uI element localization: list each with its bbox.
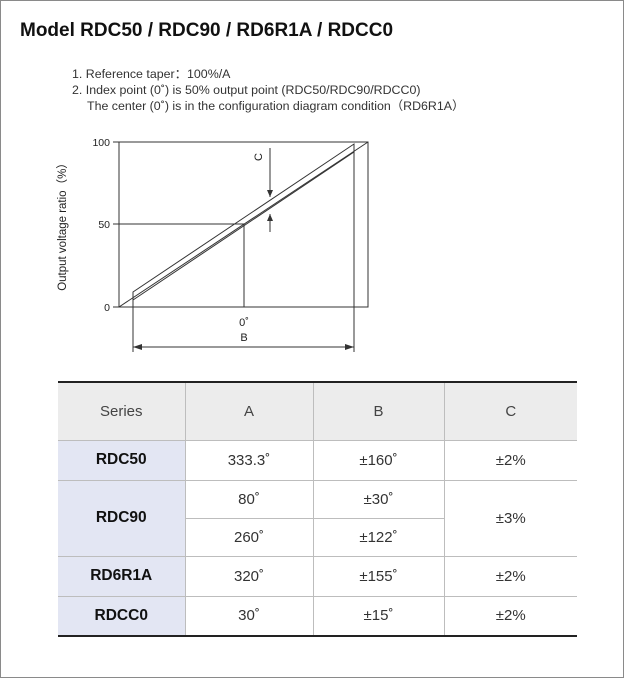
c-cell: ±2% (443, 595, 577, 637)
series-cell: RDCC0 (58, 595, 186, 637)
notes: 1. Reference taper：100%/A 2. Index point… (72, 66, 464, 114)
table-header-row: Series A B C (58, 381, 577, 441)
taper-diagram: 100 50 0 Output voltage ratio（%） C 0˚ B (56, 137, 369, 352)
b-arrowhead-left (133, 344, 142, 350)
c-cell: ±2% (443, 439, 577, 481)
c-cell: ±2% (443, 555, 577, 597)
header-c: C (443, 381, 577, 441)
series-cell: RDC90 (58, 479, 186, 557)
taper-line-lower (132, 151, 355, 301)
taper-line-upper (132, 143, 355, 300)
center-label: 0˚ (239, 317, 249, 329)
b-cell: ±15˚ (312, 595, 445, 637)
table-row: 260˚ ±122˚ (58, 517, 577, 557)
series-cell: RD6R1A (58, 555, 186, 597)
table-row: RDC50 333.3˚ ±160˚ ±2% (58, 439, 577, 481)
table-row: RD6R1A 320˚ ±155˚ ±2% (58, 555, 577, 597)
c-arrowhead-lower (267, 214, 273, 221)
b-cell: ±30˚ (312, 479, 445, 519)
b-cell: ±155˚ (312, 555, 445, 597)
a-cell: 320˚ (184, 555, 314, 597)
tick-label-50: 50 (98, 219, 110, 231)
c-label: C (253, 153, 265, 161)
spec-table: Series A B C RDC50 333.3˚ ±160˚ ±2% RDC9… (58, 381, 577, 637)
page-title: Model RDC50 / RDC90 / RD6R1A / RDCC0 (20, 20, 394, 41)
series-cell: RDC50 (58, 439, 186, 481)
c-arrowhead-upper (267, 190, 273, 197)
header-b: B (312, 381, 445, 441)
tick-label-100: 100 (92, 137, 110, 149)
b-cell: ±160˚ (312, 439, 445, 481)
header-a: A (184, 381, 314, 441)
c-cell: ±3% (443, 479, 577, 557)
table-row: RDC90 80˚ ±30˚ ±3% (58, 479, 577, 557)
b-cell: ±122˚ (312, 517, 444, 557)
note-center: The center (0˚) is in the configuration … (87, 99, 465, 113)
a-cell: 260˚ (185, 517, 314, 557)
b-arrowhead-right (345, 344, 354, 350)
tick-label-0: 0 (104, 302, 110, 314)
b-label: B (240, 332, 247, 344)
a-cell: 80˚ (184, 479, 314, 519)
table-row: RDCC0 30˚ ±15˚ ±2% (58, 595, 577, 637)
taper-line-ideal (118, 141, 369, 308)
a-cell: 30˚ (184, 595, 314, 637)
note-index-point: 2. Index point (0˚) is 50% output point … (72, 83, 421, 97)
header-series: Series (58, 381, 186, 441)
y-axis-label: Output voltage ratio（%） (56, 157, 69, 291)
note-reference-taper: 1. Reference taper：100%/A (72, 67, 231, 81)
a-cell: 333.3˚ (184, 439, 314, 481)
